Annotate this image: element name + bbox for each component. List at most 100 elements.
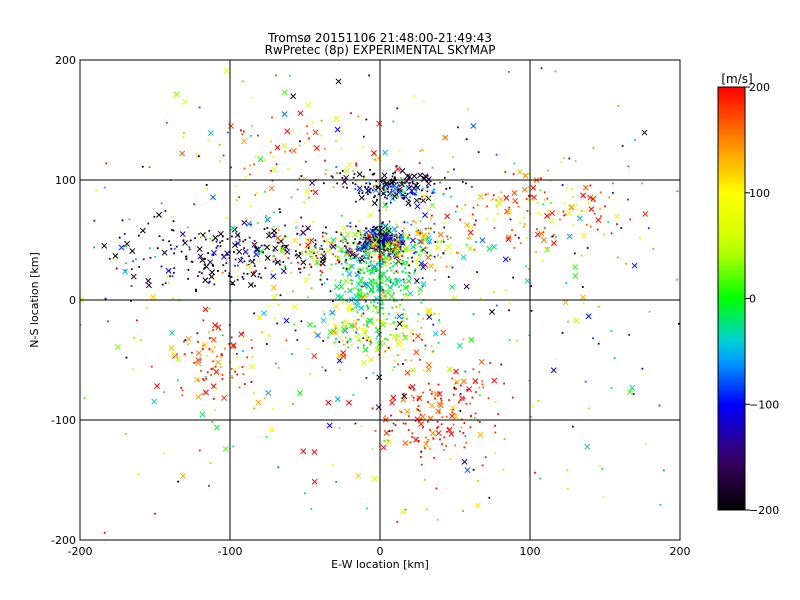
- dot-marker: [599, 191, 602, 194]
- dot-marker: [387, 346, 390, 349]
- dot-marker: [426, 174, 429, 177]
- dot-marker: [216, 355, 218, 358]
- dot-marker: [426, 190, 429, 193]
- dot-marker: [351, 250, 354, 253]
- x-marker: [334, 126, 341, 133]
- dot-marker: [530, 194, 533, 197]
- x-marker: [232, 242, 238, 248]
- x-marker: [333, 322, 340, 329]
- x-marker: [425, 234, 432, 241]
- x-marker: [290, 93, 297, 100]
- dot-marker: [288, 249, 291, 251]
- dot-marker: [283, 150, 286, 153]
- dot-marker: [335, 231, 338, 233]
- y-tick-label: -100: [51, 414, 76, 427]
- dot-marker: [306, 132, 309, 135]
- dot-marker: [370, 283, 373, 285]
- x-marker: [338, 283, 345, 290]
- dot-marker: [220, 353, 223, 355]
- x-marker: [388, 179, 395, 186]
- dot-marker: [494, 431, 497, 434]
- dot-marker: [371, 448, 374, 450]
- dot-marker: [368, 306, 370, 308]
- dot-marker: [415, 221, 417, 224]
- dot-marker: [449, 236, 452, 239]
- dot-marker: [395, 270, 398, 273]
- dot-marker: [378, 353, 380, 356]
- dot-marker: [424, 348, 426, 350]
- x-marker: [338, 294, 345, 301]
- dot-marker: [421, 195, 424, 198]
- dot-marker: [150, 365, 153, 368]
- dot-marker: [415, 183, 417, 185]
- dot-marker: [419, 232, 422, 235]
- dot-marker: [528, 195, 530, 197]
- x-marker: [179, 231, 186, 238]
- dot-marker: [389, 192, 392, 195]
- dot-marker: [161, 283, 164, 286]
- dot-marker: [268, 391, 271, 394]
- dot-marker: [433, 255, 436, 258]
- dot-marker: [208, 229, 211, 232]
- x-marker: [400, 396, 407, 403]
- dot-marker: [395, 311, 398, 314]
- x-marker: [391, 333, 398, 340]
- dot-marker: [385, 337, 387, 340]
- dot-marker: [398, 306, 401, 309]
- dot-marker: [250, 124, 253, 127]
- dot-marker: [528, 268, 530, 270]
- dot-marker: [398, 409, 401, 412]
- dot-marker: [463, 422, 466, 424]
- x-marker: [306, 321, 313, 328]
- dot-marker: [339, 281, 342, 284]
- x-marker: [271, 166, 278, 173]
- dot-marker: [148, 166, 151, 168]
- dot-marker: [433, 182, 436, 185]
- x-marker: [392, 185, 399, 192]
- dot-marker: [132, 368, 134, 371]
- dot-marker: [230, 276, 233, 278]
- dot-marker: [277, 229, 280, 232]
- dot-marker: [332, 241, 335, 243]
- x-marker: [343, 251, 350, 257]
- dot-marker: [341, 251, 344, 254]
- dot-marker: [251, 96, 253, 99]
- dot-marker: [449, 251, 452, 254]
- dot-marker: [367, 293, 369, 295]
- x-marker: [366, 317, 373, 324]
- dot-marker: [365, 334, 368, 337]
- dot-marker: [385, 322, 388, 325]
- dot-marker: [412, 333, 414, 335]
- dot-marker: [221, 354, 223, 356]
- dot-marker: [461, 208, 464, 210]
- dot-marker: [396, 281, 399, 284]
- x-marker: [154, 383, 160, 389]
- dot-marker: [193, 203, 195, 206]
- dot-marker: [459, 393, 462, 395]
- dot-marker: [376, 238, 379, 240]
- dot-marker: [408, 386, 411, 389]
- x-marker: [467, 245, 473, 252]
- x-marker: [580, 294, 587, 301]
- dot-marker: [160, 265, 163, 268]
- dot-marker: [410, 249, 413, 252]
- dot-marker: [382, 234, 385, 236]
- x-marker: [505, 234, 512, 241]
- dot-marker: [256, 252, 259, 255]
- x-marker: [429, 430, 436, 437]
- dot-marker: [409, 181, 411, 184]
- dot-marker: [444, 176, 446, 179]
- dot-marker: [314, 325, 316, 328]
- dot-marker: [441, 443, 443, 445]
- dot-marker: [567, 320, 569, 323]
- dot-marker: [394, 239, 396, 241]
- dot-marker: [125, 356, 128, 359]
- dot-marker: [386, 197, 388, 200]
- dot-marker: [285, 244, 288, 247]
- dot-marker: [244, 238, 247, 241]
- dot-marker: [234, 264, 236, 267]
- dot-marker: [338, 427, 341, 429]
- dot-marker: [361, 255, 363, 258]
- dot-marker: [236, 275, 239, 278]
- dot-marker: [563, 202, 566, 205]
